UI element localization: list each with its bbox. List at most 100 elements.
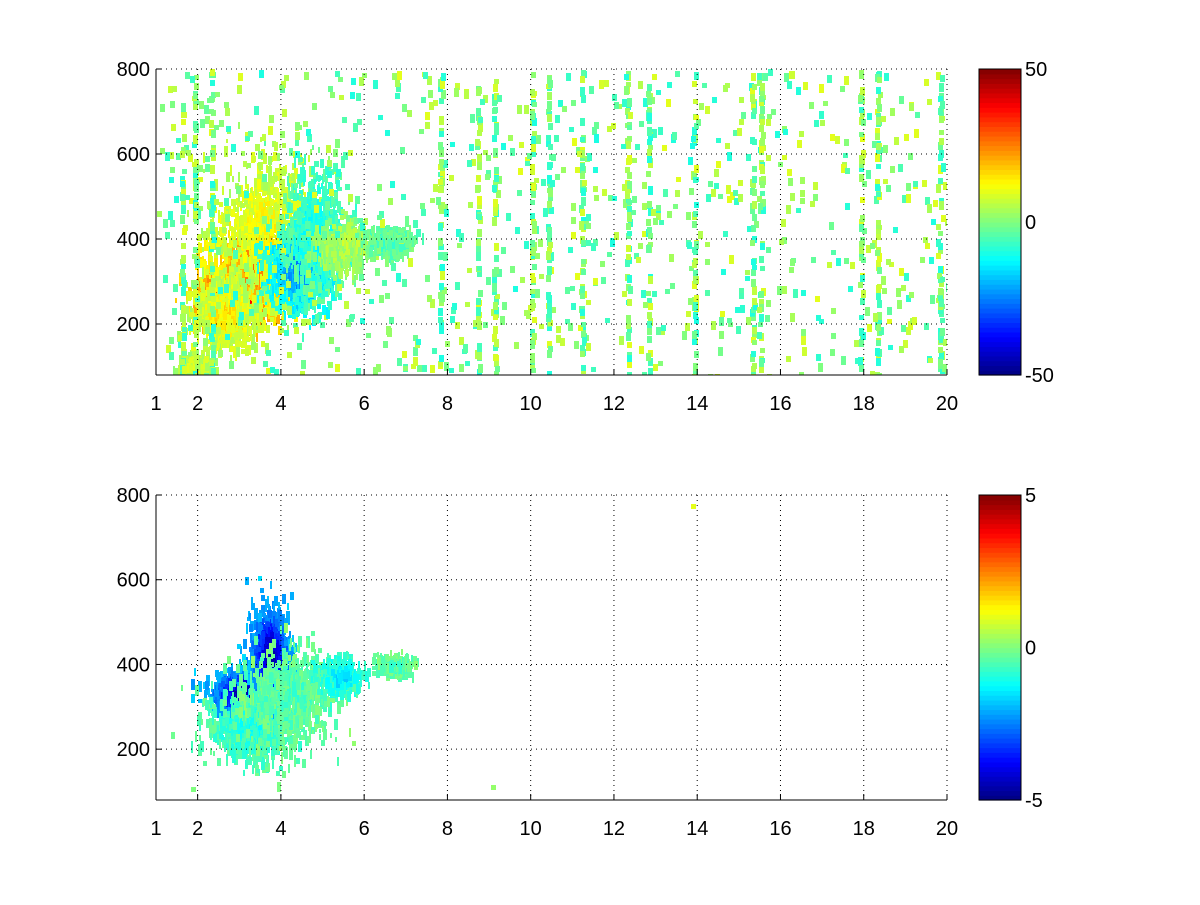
heatmap-cell [328,301,332,310]
heatmap-cell [282,229,284,239]
heatmap-cell [226,296,228,307]
heatmap-cell [230,355,232,365]
heatmap-cell [270,229,274,236]
heatmap-cell [224,146,228,157]
heatmap-cell [266,279,270,284]
heatmap-cell [261,282,263,288]
heatmap-cell [234,332,238,340]
heatmap-cell [302,158,304,167]
heatmap-cell [274,271,276,278]
heatmap-cell [290,148,292,154]
heatmap-cell [318,256,320,262]
heatmap-cell [308,277,312,284]
heatmap-cell [273,317,277,326]
heatmap-cell [226,314,230,322]
heatmap-cell [232,176,234,182]
heatmap-cell [187,210,189,217]
heatmap-cell [231,337,235,343]
heatmap-cell [243,213,247,222]
heatmap-cell [279,194,281,200]
heatmap-cell [243,278,245,285]
heatmap-cell [300,181,304,187]
heatmap-cell [265,197,267,202]
heatmap-cell [285,214,289,219]
heatmap-cell [302,333,304,342]
heatmap-cell [318,147,320,153]
heatmap-cell [322,305,326,315]
heatmap-cell [294,273,298,282]
heatmap-cell [243,210,245,215]
heatmap-cell [275,250,279,258]
heatmap-cell [301,194,303,199]
heatmap-cell [239,229,241,240]
heatmap-cell [263,250,267,259]
heatmap-cell [263,308,267,317]
heatmap-cell [242,235,246,240]
heatmap-cell [241,151,245,156]
heatmap-cell [257,179,261,189]
heatmap-cell [273,229,277,233]
heatmap-cell [255,201,259,210]
heatmap-cell [252,295,256,306]
heatmap-cell [298,253,300,263]
heatmap-cell [216,237,220,245]
heatmap-cell [254,205,256,212]
heatmap-cell [275,307,277,317]
heatmap-cell [297,227,299,232]
heatmap-cell [294,302,296,312]
heatmap-cell [263,153,267,164]
heatmap-cell [284,244,286,249]
heatmap-cell [259,241,263,250]
heatmap-cell [264,190,266,196]
heatmap-cell [282,219,286,227]
heatmap-cell [266,201,270,206]
heatmap-cell [261,207,265,217]
heatmap-cell [313,265,315,270]
heatmap-cell [282,143,286,148]
heatmap-cell [185,306,189,314]
heatmap-cell [276,257,278,263]
heatmap-cell [274,247,276,253]
heatmap-cell [316,219,320,229]
heatmap-cell [281,224,285,233]
heatmap-cell [267,192,269,202]
heatmap-cell [201,287,205,293]
heatmap-cell [302,170,306,182]
heatmap-cell [215,318,217,327]
heatmap-cell [237,259,241,265]
heatmap-cell [311,245,313,256]
heatmap-cell [308,217,312,221]
heatmap-cell [254,178,258,188]
heatmap-cell [313,212,315,223]
heatmap-cell [175,298,177,303]
heatmap-cell [319,176,323,180]
heatmap-cell [331,291,335,301]
heatmap-cell [367,229,371,240]
heatmap-cell [306,265,308,273]
heatmap-cell [315,314,319,324]
heatmap-cell [288,202,290,210]
heatmap-cell [265,246,269,250]
heatmap-cell [320,159,324,168]
heatmap-cells [157,69,947,375]
heatmap-cell [330,225,334,236]
heatmap-cell [276,292,278,297]
heatmap-cell [305,285,309,295]
heatmap-cell [221,218,223,223]
heatmap-cell [258,230,262,235]
heatmap-cell [224,207,228,218]
heatmap-cell [311,217,313,226]
heatmap-cell [321,248,323,253]
heatmap-cell [219,290,223,300]
heatmap-cell [276,268,278,279]
heatmap-cell [274,203,278,210]
heatmap-cell [207,201,211,209]
heatmap-cell [225,267,227,274]
heatmap-cell [270,286,272,295]
heatmap-cell [221,321,225,330]
heatmap-cell [294,265,298,274]
heatmap-cell [268,270,270,279]
heatmap-cell [239,278,243,285]
heatmap-cell [240,287,244,294]
heatmap-cell [283,265,285,272]
